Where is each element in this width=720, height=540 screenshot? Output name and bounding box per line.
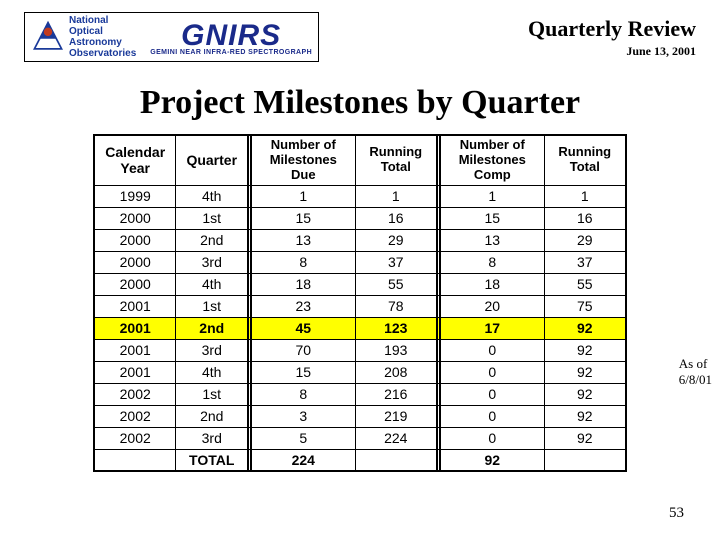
table-row: 20011st23782075	[94, 295, 626, 317]
noao-logo: National Optical Astronomy Observatories	[31, 15, 136, 59]
logo-block: National Optical Astronomy Observatories…	[24, 12, 319, 62]
milestones-table: Calendar Year Quarter Number of Mileston…	[93, 134, 627, 472]
noao-icon	[31, 20, 65, 54]
col-due: Number of Milestones Due	[251, 135, 355, 185]
page-number: 53	[669, 505, 684, 522]
table-row: 20022nd3219092	[94, 405, 626, 427]
review-date: June 13, 2001	[528, 44, 696, 59]
table-row: 20021st8216092	[94, 383, 626, 405]
header: National Optical Astronomy Observatories…	[0, 0, 720, 66]
table-row: 19994th1111	[94, 185, 626, 207]
noao-text: National Optical Astronomy Observatories	[69, 15, 136, 59]
table-row: 20004th18551855	[94, 273, 626, 295]
table-container: Calendar Year Quarter Number of Mileston…	[0, 134, 720, 472]
annotation: As of 6/8/01	[679, 356, 712, 387]
table-row: 20002nd13291329	[94, 229, 626, 251]
gnirs-title: GNIRS	[181, 19, 281, 53]
table-row: 20001st15161516	[94, 207, 626, 229]
header-right: Quarterly Review June 13, 2001	[528, 12, 696, 59]
col-running2: Running Total	[544, 135, 626, 185]
table-row: 20012nd451231792	[94, 317, 626, 339]
table-row: 20023rd5224092	[94, 427, 626, 449]
gnirs-logo: GNIRS GEMINI NEAR INFRA-RED SPECTROGRAPH	[150, 19, 312, 56]
page-title: Project Milestones by Quarter	[0, 84, 720, 122]
table-row: 20014th15208092	[94, 361, 626, 383]
review-title: Quarterly Review	[528, 16, 696, 42]
col-year: Calendar Year	[94, 135, 176, 185]
col-quarter: Quarter	[176, 135, 248, 185]
col-running1: Running Total	[355, 135, 437, 185]
gnirs-subtitle: GEMINI NEAR INFRA-RED SPECTROGRAPH	[150, 49, 312, 56]
table-total-row: TOTAL22492	[94, 449, 626, 471]
table-row: 20013rd70193092	[94, 339, 626, 361]
table-row: 20003rd837837	[94, 251, 626, 273]
col-comp: Number of Milestones Comp	[440, 135, 544, 185]
table-header-row: Calendar Year Quarter Number of Mileston…	[94, 135, 626, 185]
